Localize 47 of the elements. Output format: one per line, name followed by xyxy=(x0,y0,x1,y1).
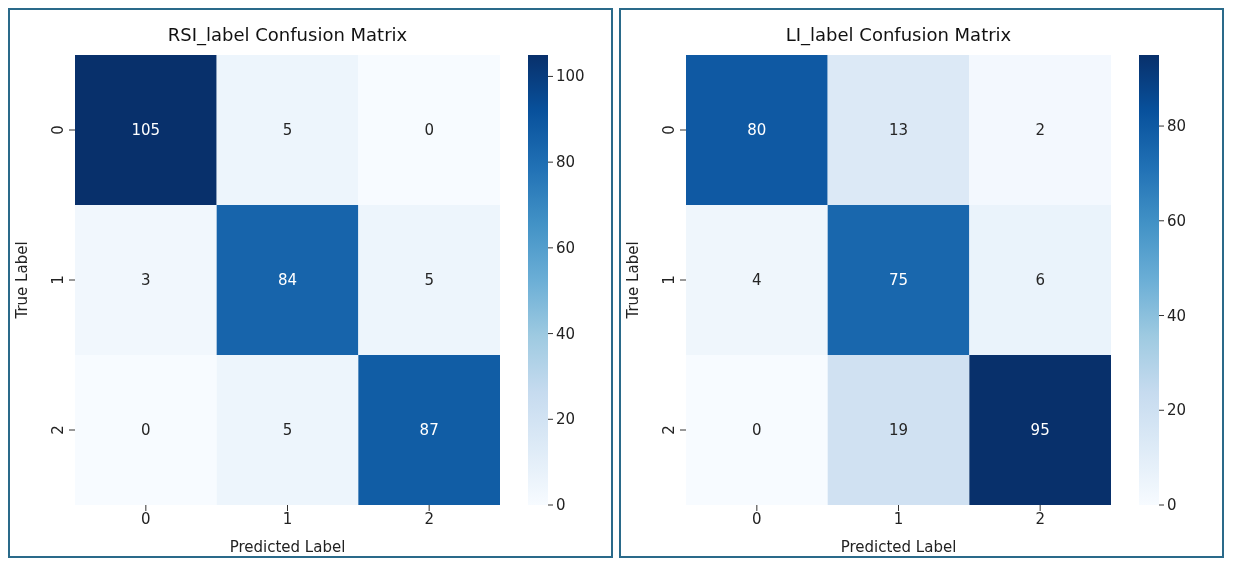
x-axis-title: Predicted Label xyxy=(840,538,957,556)
color-bar-label: 60 xyxy=(1167,211,1187,230)
x-tick-label: 0 xyxy=(141,509,151,528)
data-label: 0 xyxy=(424,121,434,139)
data-label: 5 xyxy=(282,421,293,439)
y-axis-title: True Label xyxy=(13,241,32,320)
x-axis-title: Predicted Label xyxy=(229,538,346,556)
data-label: 0 xyxy=(752,421,762,439)
data-label: 2 xyxy=(1035,121,1045,139)
color-bar-label: 60 xyxy=(556,238,576,257)
color-bar-label: 100 xyxy=(556,67,585,86)
data-label: 87 xyxy=(419,421,439,439)
y-tick-label: 0 xyxy=(660,125,678,135)
x-tick-label: 2 xyxy=(424,509,434,528)
x-tick-label: 1 xyxy=(282,509,293,528)
color-bar-label: 20 xyxy=(556,410,576,429)
color-bar-label: 80 xyxy=(1167,117,1187,136)
data-label: 80 xyxy=(747,121,767,139)
data-label: 0 xyxy=(141,421,151,439)
data-label: 5 xyxy=(424,271,434,289)
chart-title: LI_label Confusion Matrix xyxy=(784,24,1013,45)
color-bar-label: 80 xyxy=(556,153,576,172)
color-bar-label: 20 xyxy=(1167,401,1187,420)
y-tick-label: 2 xyxy=(49,425,67,435)
y-tick-label: 1 xyxy=(49,275,67,285)
data-label: 3 xyxy=(141,271,151,289)
color-bar-label: 0 xyxy=(1167,496,1177,514)
data-label: 105 xyxy=(131,121,161,139)
data-label: 13 xyxy=(888,121,909,139)
data-label: 5 xyxy=(282,121,293,139)
y-tick-label: 1 xyxy=(660,275,678,285)
x-tick-label: 2 xyxy=(1035,509,1045,528)
x-tick-label: 0 xyxy=(752,509,762,528)
x-tick-label: 1 xyxy=(893,509,904,528)
chart-title: RSI_label Confusion Matrix xyxy=(166,24,409,45)
y-axis-title: True Label xyxy=(624,241,643,320)
color-bar-label: 40 xyxy=(556,324,576,343)
data-label: 75 xyxy=(888,271,909,289)
y-tick-label: 0 xyxy=(49,125,67,135)
color-bar-label: 40 xyxy=(1167,306,1187,325)
data-label: 4 xyxy=(752,271,762,289)
data-label: 95 xyxy=(1030,421,1050,439)
data-label: 19 xyxy=(888,421,909,439)
data-label: 6 xyxy=(1035,271,1045,289)
color-bar-label: 0 xyxy=(556,496,566,514)
data-label: 84 xyxy=(277,271,298,289)
y-tick-label: 2 xyxy=(660,425,678,435)
